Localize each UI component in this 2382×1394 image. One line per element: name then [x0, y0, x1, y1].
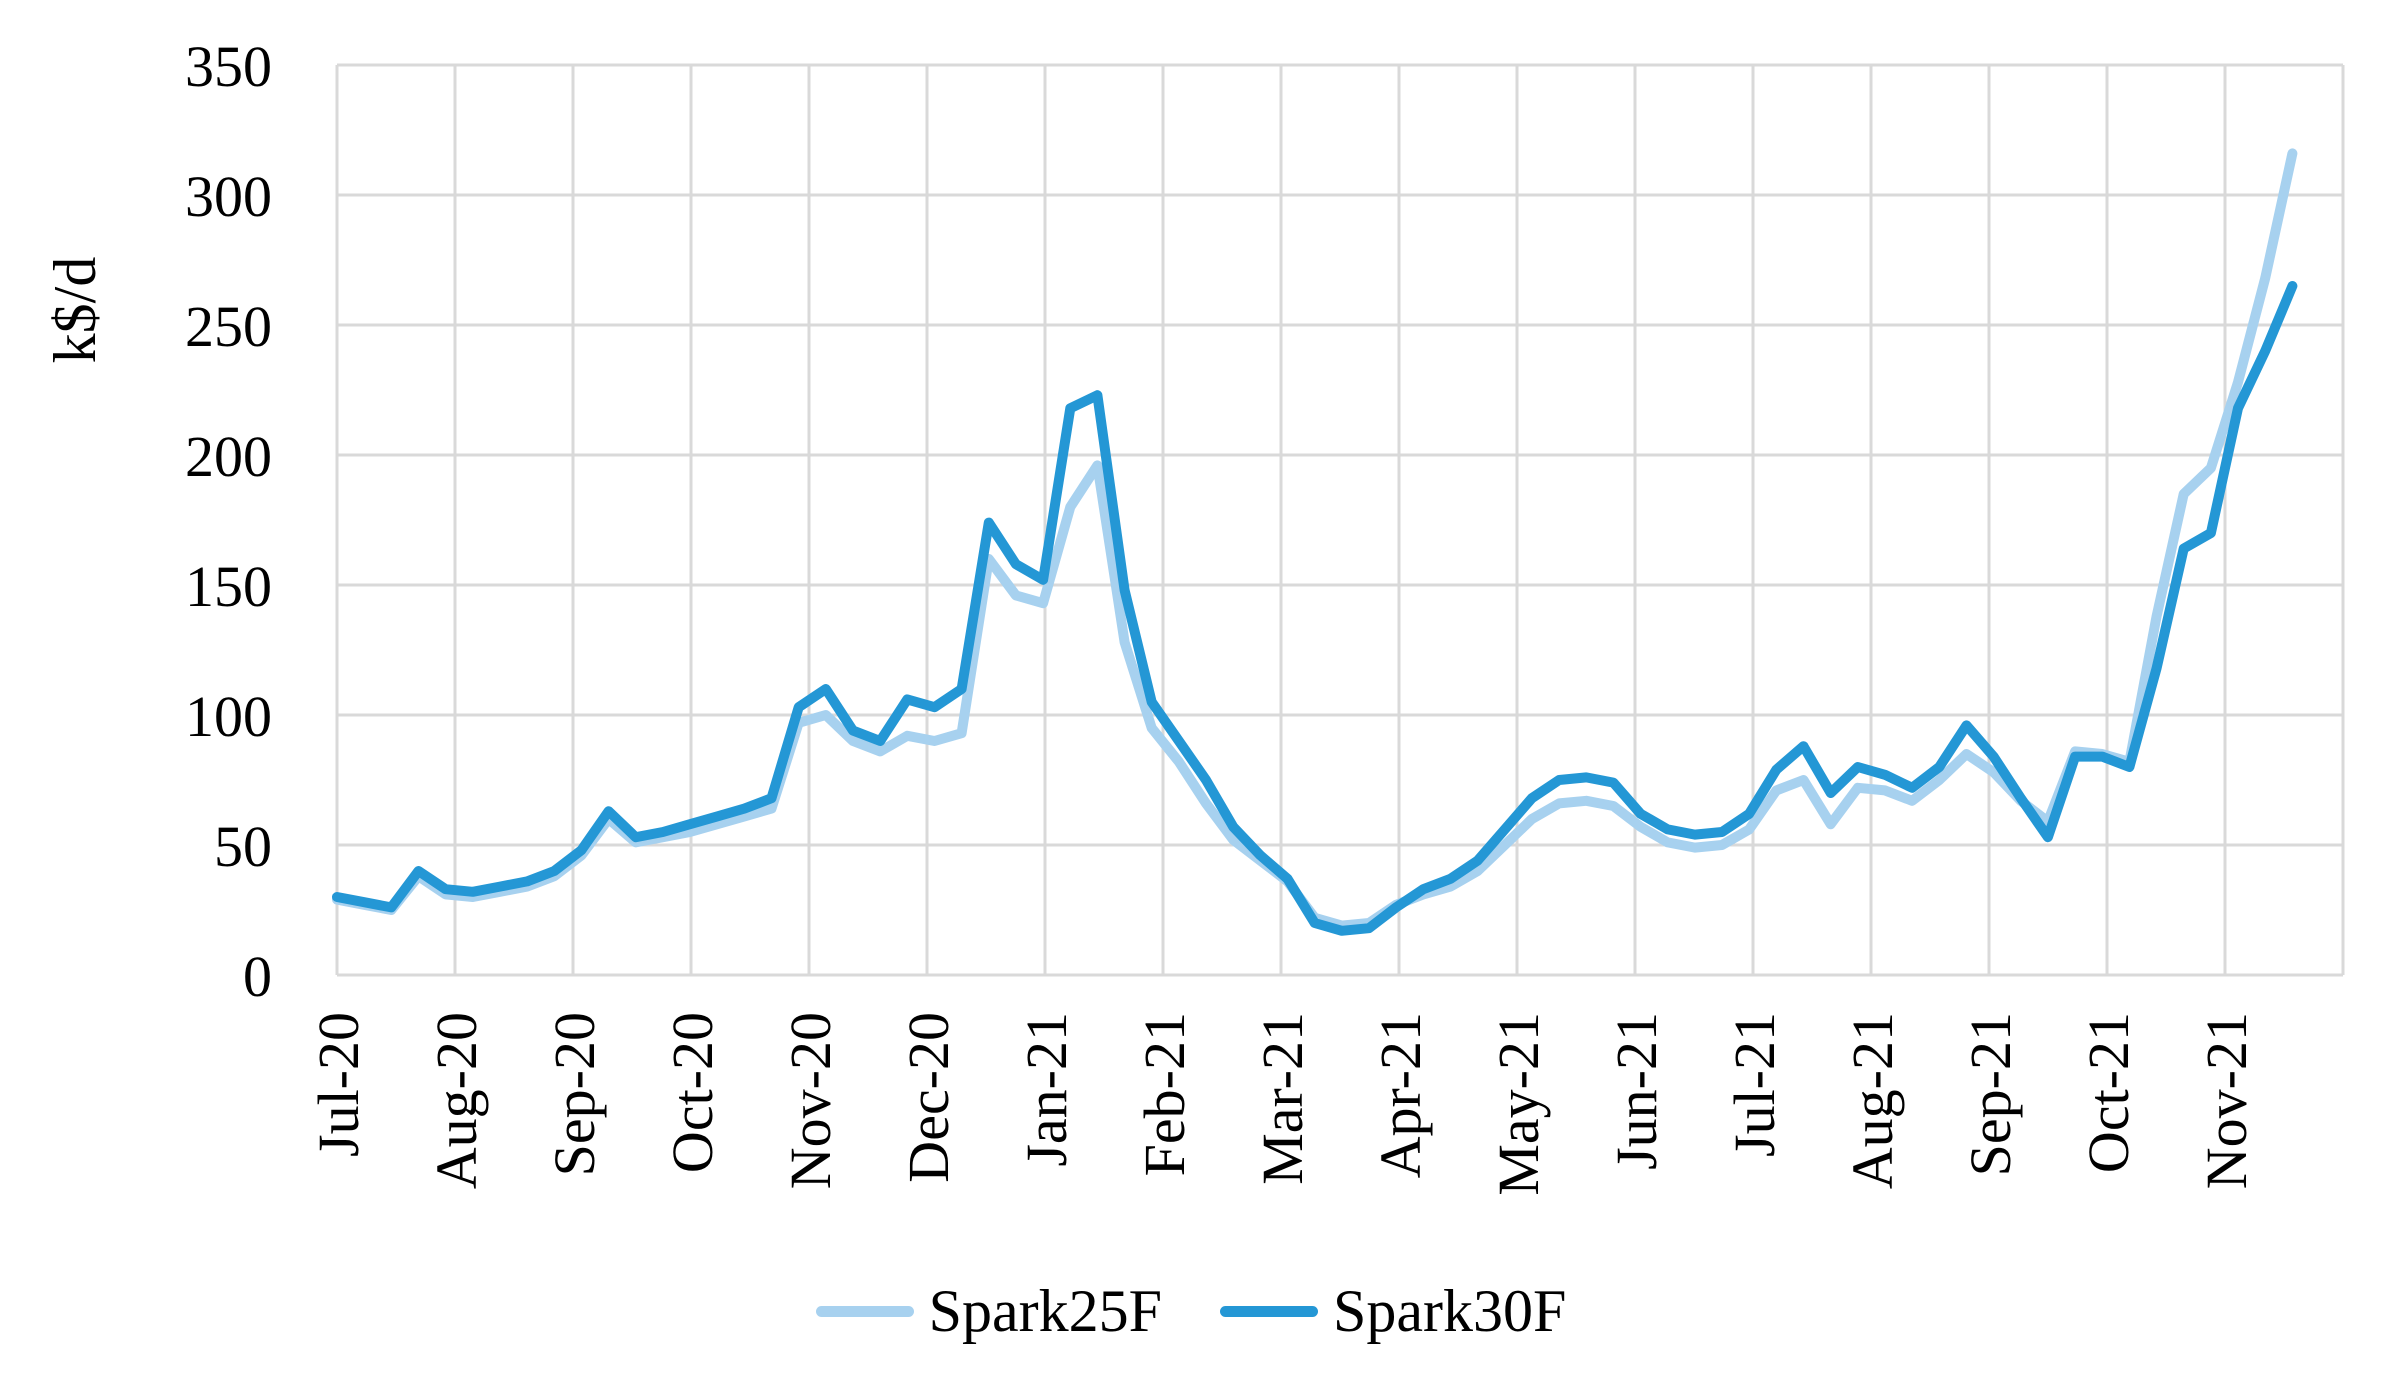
legend-item-spark25f: Spark25F — [815, 1278, 1162, 1344]
x-tick-label: Feb-21 — [1132, 1012, 1197, 1176]
x-tick-label: Nov-21 — [2194, 1012, 2259, 1189]
x-tick-label: Nov-20 — [778, 1012, 843, 1189]
x-tick-label: Apr-21 — [1368, 1012, 1433, 1178]
chart-line-spark25f — [332, 148, 2298, 931]
x-tick-label: Jul-20 — [306, 1012, 371, 1157]
x-tick-label: Jan-21 — [1014, 1012, 1079, 1167]
chart-canvas: 0 50 100 150 200 250 300 350 Jul-20 Aug-20 Sep-20 O… — [42, 34, 2345, 1196]
x-tick-label: Mar-21 — [1250, 1012, 1315, 1185]
x-tick-label: Dec-20 — [896, 1012, 961, 1183]
y-axis-title: k$/d — [42, 257, 108, 364]
x-tick-label: Jun-21 — [1604, 1012, 1669, 1170]
x-tick-label: Jul-21 — [1722, 1012, 1787, 1157]
y-tick-label: 100 — [185, 684, 272, 749]
legend-swatch-spark30f — [1220, 1305, 1318, 1317]
chart-line-spark30f — [332, 281, 2298, 936]
x-tick-label: Aug-21 — [1840, 1012, 1905, 1189]
legend-label-spark30f: Spark30F — [1333, 1278, 1567, 1344]
x-tick-label: Sep-20 — [542, 1012, 607, 1176]
x-tick-label: Oct-20 — [660, 1012, 725, 1173]
legend-label-spark25f: Spark25F — [928, 1278, 1162, 1344]
y-tick-label: 0 — [243, 944, 272, 1009]
x-tick-label: May-21 — [1486, 1012, 1551, 1196]
x-tick-label: Aug-20 — [424, 1012, 489, 1189]
legend-swatch-spark25f — [815, 1305, 914, 1317]
y-tick-label: 250 — [185, 294, 272, 359]
y-axis-tick-labels: 0 50 100 150 200 250 300 350 — [185, 34, 272, 1009]
y-tick-label: 150 — [185, 554, 272, 619]
gridlines — [335, 63, 2345, 977]
x-axis-tick-labels: Jul-20 Aug-20 Sep-20 Oct-20 Nov-20 Dec-20 Jan-… — [306, 1012, 2259, 1196]
y-tick-label: 350 — [185, 34, 272, 99]
x-tick-label: Sep-21 — [1958, 1012, 2023, 1176]
x-tick-label: Oct-21 — [2076, 1012, 2141, 1173]
legend-item-spark30f: Spark30F — [1220, 1281, 1566, 1341]
y-tick-label: 300 — [185, 164, 272, 229]
y-tick-label: 200 — [185, 424, 272, 489]
y-tick-label: 50 — [214, 814, 272, 879]
chart-legend: Spark25F Spark30F — [0, 1278, 2382, 1344]
